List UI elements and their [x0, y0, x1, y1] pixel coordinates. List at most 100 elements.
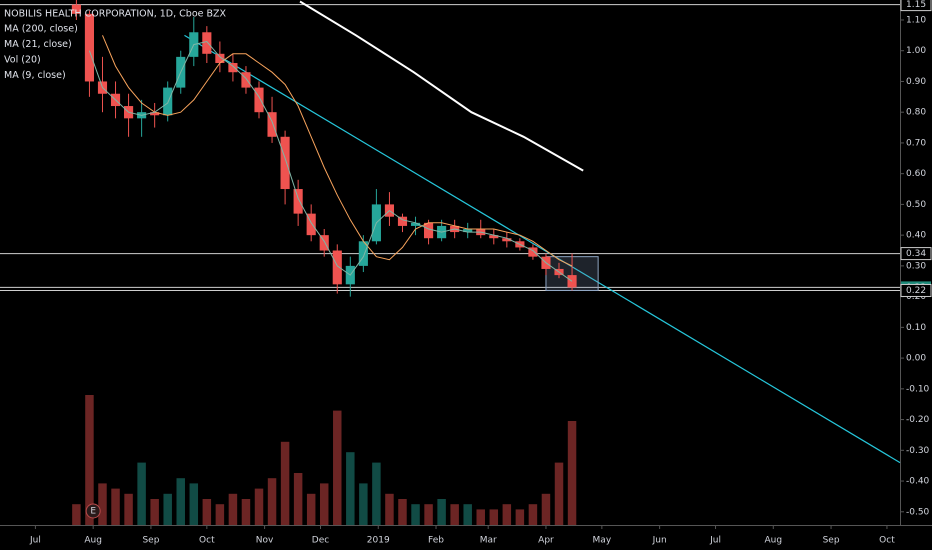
candle-body [424, 222, 434, 239]
y-tick-label: 0.70 [906, 138, 926, 148]
candle-body [163, 87, 173, 116]
y-tick-label: 0.10 [906, 323, 926, 333]
volume-bar [124, 493, 133, 525]
volume-bar [85, 395, 94, 525]
volume-bar [267, 478, 277, 525]
candle-body [150, 112, 160, 116]
volume-bar [176, 478, 185, 525]
candle-body [502, 238, 512, 242]
y-tick-label: 0.00 [906, 354, 926, 364]
candle-body [280, 136, 290, 190]
volume-bar [137, 462, 146, 525]
moving-average-line [102, 35, 573, 267]
trendline [184, 34, 901, 464]
moving-average-line [88, 40, 573, 282]
volume-bar [98, 483, 107, 525]
y-tick-label: 0.50 [906, 200, 926, 210]
candle-body [358, 241, 368, 266]
volume-bar [424, 504, 433, 525]
x-tick-label: Feb [428, 536, 444, 546]
x-tick-label: 2019 [367, 536, 390, 546]
y-tick-label: 0.40 [906, 231, 926, 241]
volume-bar [280, 441, 290, 525]
y-tick-label: 0.20 [906, 292, 926, 302]
volume-bar [450, 504, 459, 525]
y-tick-label: 0.30 [906, 261, 926, 271]
volume-bar [150, 499, 159, 525]
candle-body [293, 189, 303, 214]
volume-bar [346, 452, 355, 525]
candle-body [319, 235, 329, 251]
volume-bar [463, 504, 472, 525]
candle-body [528, 247, 538, 257]
volume-bar [567, 421, 577, 525]
earnings-marker-label: E [90, 507, 96, 517]
y-tick-label: -0.40 [906, 477, 930, 487]
candle-body [489, 235, 499, 239]
y-tick-label: 1.10 [906, 15, 926, 25]
x-tick-label: Oct [879, 536, 895, 546]
price-label-box [900, 283, 932, 297]
price-label: 1.15 [906, 0, 926, 10]
volume-bar [502, 504, 512, 525]
volume-bar [359, 483, 368, 525]
x-tick-label: Aug [765, 536, 783, 546]
y-tick-label: -0.10 [906, 384, 930, 394]
volume-bar [72, 504, 81, 525]
volume-bar [489, 509, 499, 525]
volume-bar [215, 504, 225, 525]
x-tick-label: Sep [142, 536, 159, 546]
plot-area [0, 0, 901, 525]
volume-bar [293, 473, 303, 525]
volume-bar [319, 483, 329, 525]
price-label-box [900, 247, 932, 261]
volume-bar [163, 493, 172, 525]
moving-average-line [299, 0, 584, 172]
x-tick-label: Dec [312, 536, 329, 546]
volume-bar [202, 499, 212, 525]
candle-body [241, 72, 251, 88]
x-tick-label: Jun [652, 536, 667, 546]
x-tick-label: Jul [709, 536, 721, 546]
earnings-marker [85, 503, 101, 519]
volume-bar [254, 488, 264, 525]
candle-body [306, 213, 316, 236]
volume-bar [111, 488, 120, 525]
volume-bar [306, 493, 316, 525]
candle-body [267, 112, 277, 137]
candle-body [202, 32, 212, 54]
x-tick-label: Nov [256, 536, 274, 546]
volume-bar [411, 504, 420, 525]
y-tick-label: 1.00 [906, 46, 926, 56]
x-tick-label: Oct [199, 536, 215, 546]
volume-bar [241, 499, 251, 525]
price-label-box [900, 0, 932, 12]
candle-body [397, 216, 408, 226]
y-tick-label: -0.30 [906, 446, 930, 456]
candle-body [254, 87, 264, 113]
x-tick-label: Jul [29, 536, 41, 546]
y-tick-label: 0.60 [906, 169, 926, 179]
x-tick-label: Sep [823, 536, 840, 546]
volume-bar [554, 462, 564, 525]
volume-bar [398, 499, 407, 525]
x-tick-label: Aug [84, 536, 102, 546]
chart-title: NOBILIS HEALTH CORPORATION, 1D, Cboe BZX [4, 9, 227, 20]
legend-entry: MA (200, close) [4, 24, 78, 35]
price-label: 0.34 [906, 249, 926, 259]
volume-bar [385, 493, 394, 525]
volume-bar [333, 410, 342, 525]
y-tick-label: -0.50 [906, 507, 930, 517]
candle-body [228, 63, 238, 73]
volume-bar [528, 504, 538, 525]
candle-body [332, 250, 342, 285]
candle-body [84, 13, 95, 82]
candle-body [215, 53, 225, 64]
candle-body [567, 275, 577, 288]
candle-body [463, 228, 473, 233]
candle-body [410, 222, 421, 226]
y-tick-label: 0.80 [906, 108, 926, 118]
x-tick-label: May [593, 536, 612, 546]
